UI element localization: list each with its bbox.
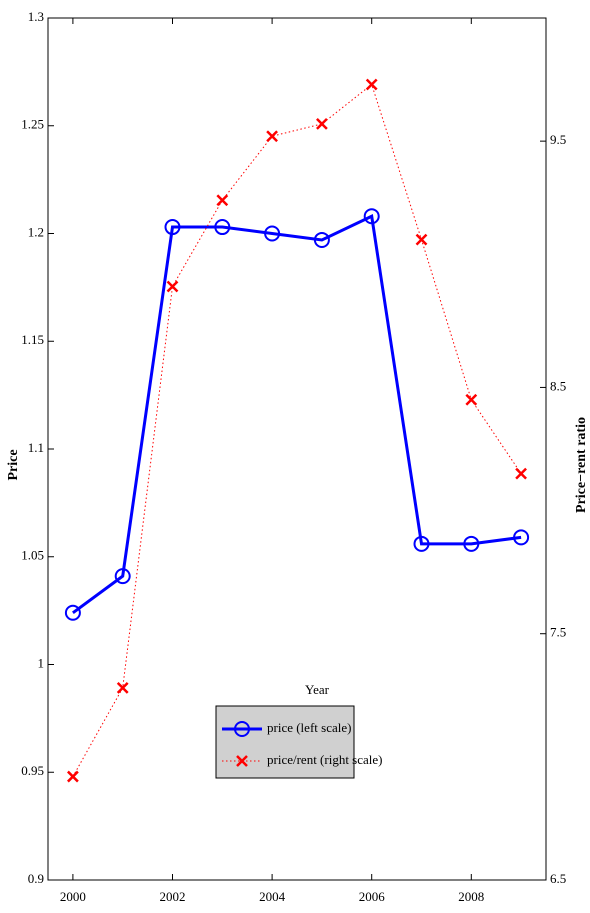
marker bbox=[64, 604, 81, 621]
y-tick-label: 1.25 bbox=[21, 117, 44, 132]
marker bbox=[164, 219, 181, 236]
marker bbox=[266, 130, 278, 143]
marker bbox=[313, 231, 330, 248]
marker bbox=[365, 78, 378, 91]
legend-box bbox=[215, 705, 355, 779]
marker bbox=[67, 770, 79, 783]
marker bbox=[166, 280, 179, 293]
marker bbox=[114, 568, 131, 585]
x-tick-label: 2002 bbox=[160, 889, 186, 904]
marker bbox=[264, 225, 281, 242]
marker bbox=[216, 194, 229, 207]
series-line bbox=[72, 83, 522, 777]
y-tick-label: 0.9 bbox=[28, 871, 44, 886]
y-tick-label: 1 bbox=[38, 655, 45, 670]
y-tick-label: 1.1 bbox=[28, 440, 44, 455]
marker bbox=[116, 682, 129, 694]
x-axis-title: Year bbox=[305, 682, 330, 697]
legend: price (left scale) price/rent (right scal… bbox=[215, 705, 383, 779]
y-axis-title: Price bbox=[6, 449, 21, 480]
x-tick-label: 2000 bbox=[60, 889, 86, 904]
y-tick-label: 1.05 bbox=[21, 548, 44, 563]
x-tick-label: 2004 bbox=[259, 889, 286, 904]
series-line bbox=[72, 214, 522, 614]
y-tick-label: 1.15 bbox=[21, 332, 44, 347]
y-tick-label: 1.3 bbox=[28, 9, 44, 24]
marker bbox=[413, 535, 430, 552]
marker bbox=[513, 529, 530, 546]
y2-tick-label: 9.5 bbox=[550, 132, 566, 147]
x-tick-label: 2006 bbox=[359, 889, 386, 904]
x-tick-label: 2008 bbox=[458, 889, 484, 904]
legend-marker bbox=[236, 755, 248, 767]
y2-tick-label: 8.5 bbox=[550, 378, 566, 393]
marker bbox=[415, 233, 428, 246]
marker bbox=[363, 208, 380, 225]
legend-marker bbox=[234, 721, 250, 737]
marker bbox=[316, 118, 328, 130]
legend-label: price (left scale) bbox=[267, 720, 351, 735]
marker bbox=[214, 219, 231, 236]
marker bbox=[515, 467, 527, 480]
y2-tick-label: 7.5 bbox=[550, 625, 566, 640]
y2-axis-title: Price−rent ratio bbox=[574, 417, 589, 513]
legend-label: price/rent (right scale) bbox=[267, 752, 383, 767]
y2-tick-label: 6.5 bbox=[550, 871, 566, 886]
marker bbox=[465, 393, 478, 406]
marker bbox=[463, 535, 480, 552]
y-tick-label: 0.95 bbox=[21, 763, 44, 778]
y-tick-label: 1.2 bbox=[28, 224, 44, 239]
